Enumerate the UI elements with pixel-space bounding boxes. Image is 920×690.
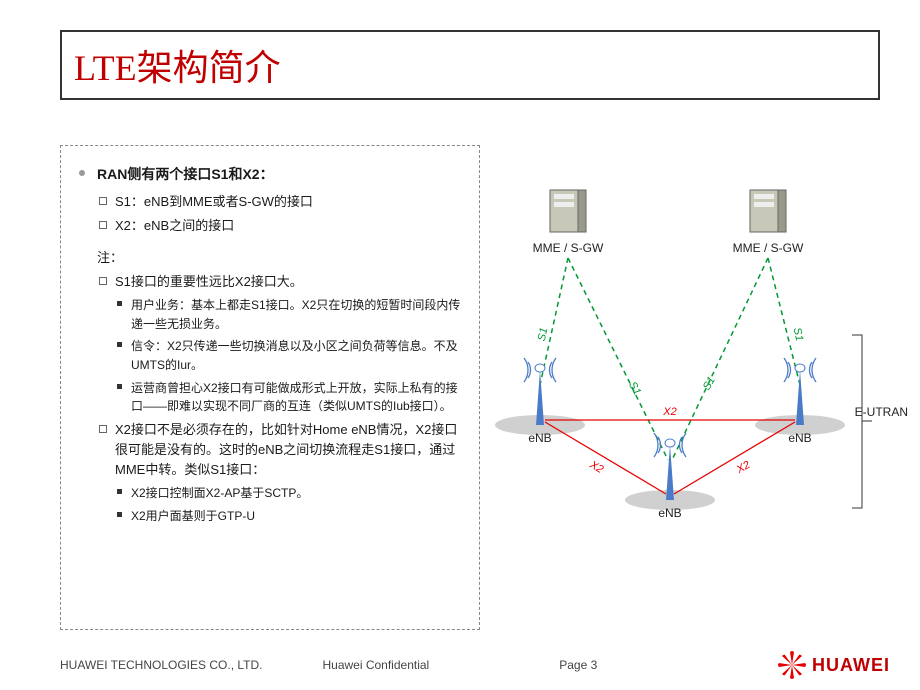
note-label: 注： — [79, 248, 465, 268]
huawei-logo: HUAWEI — [778, 651, 890, 679]
bullet-s1-def: S1：eNB到MME或者S-GW的接口 — [79, 192, 465, 212]
x2-label: X2 — [662, 406, 676, 418]
note-signaling: 信令：X2只传递一些切换消息以及小区之间负荷等信息。不及UMTS的Iur。 — [79, 337, 465, 374]
note-s1-importance: S1接口的重要性远比X2接口大。 — [79, 272, 465, 292]
eutran-label: E-UTRAN — [855, 405, 908, 419]
network-diagram: MME / S-GW MME / S-GW S1 S1 S1 S — [490, 180, 910, 560]
server-right-icon — [750, 190, 786, 232]
note-x2ap: X2接口控制面X2-AP基于SCTP。 — [79, 484, 465, 503]
title-box: LTE架构简介 — [60, 30, 880, 100]
s1-label: S1 — [536, 327, 551, 343]
s1-label: S1 — [626, 380, 643, 398]
server-left-icon — [550, 190, 586, 232]
mme-left-label: MME / S-GW — [533, 241, 604, 255]
slide: LTE架构简介 RAN侧有两个接口S1和X2： S1：eNB到MME或者S-GW… — [0, 0, 920, 690]
enb-bottom-label: eNB — [658, 506, 681, 520]
x2-label: X2 — [734, 459, 753, 477]
note-x2-optional: X2接口不是必须存在的，比如针对Home eNB情况，X2接口很可能是没有的。这… — [79, 420, 465, 480]
footer-page: Page 3 — [559, 658, 597, 672]
enb-right-icon — [784, 358, 816, 425]
enb-left-label: eNB — [528, 431, 551, 445]
footer-company: HUAWEI TECHNOLOGIES CO., LTD. — [60, 658, 262, 672]
huawei-logo-text: HUAWEI — [812, 655, 890, 676]
mme-right-label: MME / S-GW — [733, 241, 804, 255]
x2-label: X2 — [587, 458, 606, 476]
note-operator-concern: 运营商曾担心X2接口有可能做成形式上开放，实际上私有的接口——即难以实现不同厂商… — [79, 379, 465, 416]
enb-left-icon — [524, 358, 556, 425]
note-gtpu: X2用户面基则于GTP-U — [79, 507, 465, 526]
content-text-box: RAN侧有两个接口S1和X2： S1：eNB到MME或者S-GW的接口 X2：e… — [60, 145, 480, 630]
huawei-flower-icon — [778, 651, 806, 679]
s1-label: S1 — [791, 327, 806, 343]
enb-right-label: eNB — [788, 431, 811, 445]
bullet-x2-def: X2：eNB之间的接口 — [79, 216, 465, 236]
slide-title: LTE架构简介 — [74, 39, 281, 91]
footer: HUAWEI TECHNOLOGIES CO., LTD. Huawei Con… — [0, 640, 920, 690]
eutran-bracket — [852, 335, 872, 508]
footer-confidential: Huawei Confidential — [322, 658, 429, 672]
bullet-heading: RAN侧有两个接口S1和X2： — [79, 164, 465, 186]
note-user-traffic: 用户业务：基本上都走S1接口。X2只在切换的短暂时间段内传递一些无损业务。 — [79, 296, 465, 333]
s1-label: S1 — [701, 375, 718, 393]
